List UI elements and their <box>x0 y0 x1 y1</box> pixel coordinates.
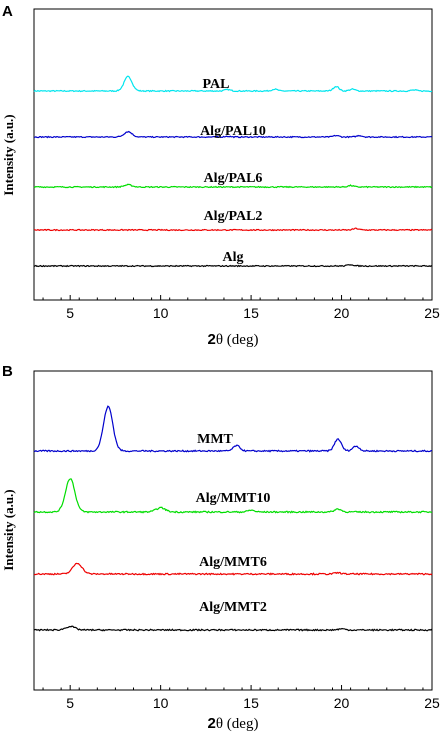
series-line-mmt <box>33 405 433 453</box>
panel-a-x-tick-label: 5 <box>66 305 74 321</box>
panel-a-series-labels: PAL Alg/PAL10 Alg/PAL6 Alg/PAL2 Alg <box>200 77 266 265</box>
panel-b-y-axis-title: Intensity (a.u.) <box>1 489 16 570</box>
series-label-alg-mmt10: Alg/MMT10 <box>196 491 271 506</box>
series-line-alg-pal10 <box>33 130 433 139</box>
series-label-alg-pal2: Alg/PAL2 <box>204 209 263 224</box>
series-label-mmt: MMT <box>197 432 233 447</box>
panel-a-x-tick-label: 10 <box>153 305 169 321</box>
panel-a-y-axis-title: Intensity (a.u.) <box>1 114 16 195</box>
panel-b-series-labels: MMT Alg/MMT10 Alg/MMT6 Alg/MMT2 <box>196 432 271 615</box>
panel-b-x-axis-title-bold: 2 <box>208 715 216 732</box>
panel-b-x-tick-label: 20 <box>334 695 350 711</box>
series-line-alg-mmt2 <box>33 625 433 632</box>
panel-b-x-axis-title-rest: θ (deg) <box>216 716 259 732</box>
series-line-pal <box>33 75 433 93</box>
series-label-alg-pal6: Alg/PAL6 <box>204 171 263 186</box>
series-label-alg-mmt2: Alg/MMT2 <box>199 600 267 615</box>
panel-a-series <box>33 75 433 268</box>
panel-a-x-tick-label: 20 <box>334 305 350 321</box>
series-label-alg: Alg <box>223 250 244 265</box>
panel-b-x-tick-label: 5 <box>66 695 74 711</box>
panel-a-x-tick-label: 25 <box>424 305 440 321</box>
series-line-alg-mmt10 <box>33 478 433 514</box>
panel-a-x-axis-title: 2θ (deg) <box>208 331 259 348</box>
panel-b-plot-frame <box>33 370 433 691</box>
panel-a-x-ticks: 5 10 15 20 25 <box>42 295 440 321</box>
series-line-alg-pal6 <box>33 183 433 189</box>
panel-a-x-axis-title-rest: θ (deg) <box>216 332 259 348</box>
panel-b-x-tick-label: 25 <box>424 695 440 711</box>
panel-b-x-ticks: 5 10 15 20 25 <box>42 685 440 711</box>
series-line-alg-mmt6 <box>33 562 433 576</box>
series-line-alg-pal2 <box>33 227 433 232</box>
series-label-alg-mmt6: Alg/MMT6 <box>199 555 267 570</box>
panel-a-plot-frame <box>33 8 433 301</box>
panel-b-x-axis-title: 2θ (deg) <box>208 715 259 732</box>
series-label-alg-pal10: Alg/PAL10 <box>200 124 266 139</box>
panel-a-letter: A <box>2 3 13 20</box>
panel-a-x-axis-title-bold: 2 <box>208 331 216 348</box>
panel-b-x-tick-label: 15 <box>243 695 259 711</box>
panel-b-letter: B <box>2 363 13 380</box>
panel-a: A 5 10 15 20 25 PAL Alg/PAL10 Alg/PAL6 Alg/PAL2… <box>1 3 440 348</box>
panel-b-series <box>33 405 433 632</box>
series-label-pal: PAL <box>203 77 230 92</box>
panel-b-x-tick-label: 10 <box>153 695 169 711</box>
panel-b: B 5 10 15 20 25 MMT Alg/MMT10 Alg/MMT6 Alg/MMT2… <box>1 363 440 732</box>
series-line-alg <box>33 264 433 268</box>
panel-a-x-tick-label: 15 <box>243 305 259 321</box>
